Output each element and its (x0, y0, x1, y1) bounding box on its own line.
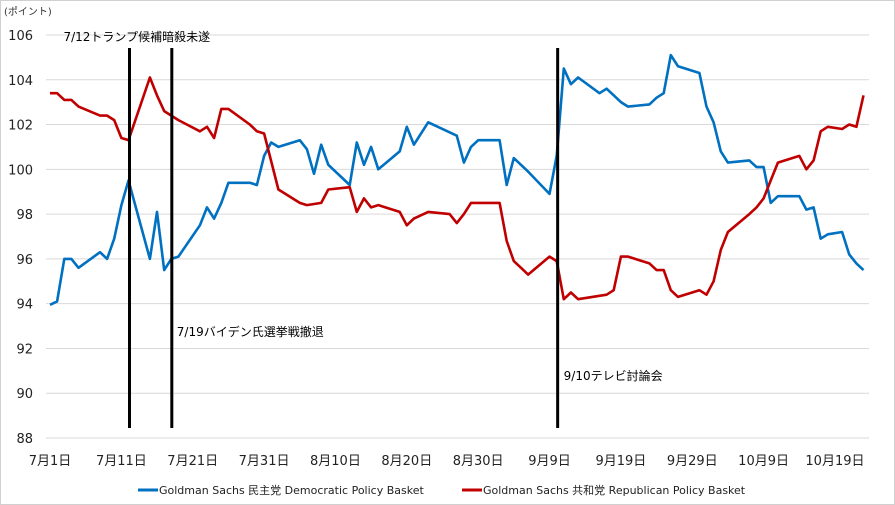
x-axis-ticks: 7月1日 7月11日 7月21日 7月31日 8月10日 8月20日 8月30日 9月9日 9月… (29, 454, 865, 469)
x-tick-label: 10月9日 (738, 454, 789, 469)
event-markers: 7/12トランプ候補暗殺未遂 7/19バイデン氏選挙戦撤退 9/10テレビ討論会 (63, 29, 663, 428)
x-tick-label: 8月20日 (381, 454, 432, 469)
x-tick-label: 7月21日 (167, 454, 218, 469)
x-tick-label: 9月9日 (528, 454, 571, 469)
y-tick-label: 98 (16, 208, 33, 223)
y-unit-label: (ポイント) (4, 6, 52, 18)
gridlines (46, 34, 869, 439)
y-tick-label: 106 (8, 29, 33, 44)
x-tick-label: 9月19日 (595, 454, 646, 469)
y-axis-ticks: 88 90 92 94 96 98 100 102 104 106 (8, 29, 33, 447)
x-tick-label: 7月31日 (239, 454, 290, 469)
event-label: 9/10テレビ討論会 (564, 368, 663, 383)
y-tick-label: 96 (16, 253, 33, 268)
y-tick-label: 92 (16, 342, 33, 357)
event-label: 7/12トランプ候補暗殺未遂 (63, 29, 210, 44)
x-tick-label: 8月30日 (453, 454, 504, 469)
x-tick-label: 9月29日 (667, 454, 718, 469)
y-tick-label: 90 (16, 387, 33, 402)
x-tick-label: 8月10日 (310, 454, 361, 469)
y-tick-label: 102 (8, 119, 33, 134)
x-tick-label: 7月1日 (29, 454, 72, 469)
legend: Goldman Sachs 民主党 Democratic Policy Bask… (138, 484, 746, 497)
event-label: 7/19バイデン氏選挙戦撤退 (177, 324, 324, 339)
legend-label: Goldman Sachs 共和党 Republican Policy Bask… (483, 484, 746, 497)
y-tick-label: 88 (16, 432, 33, 447)
x-tick-label: 10月19日 (805, 454, 864, 469)
y-tick-label: 100 (8, 163, 33, 178)
legend-label: Goldman Sachs 民主党 Democratic Policy Bask… (159, 484, 424, 497)
y-tick-label: 94 (16, 298, 33, 313)
x-tick-label: 7月11日 (96, 454, 147, 469)
y-tick-label: 104 (8, 74, 33, 89)
